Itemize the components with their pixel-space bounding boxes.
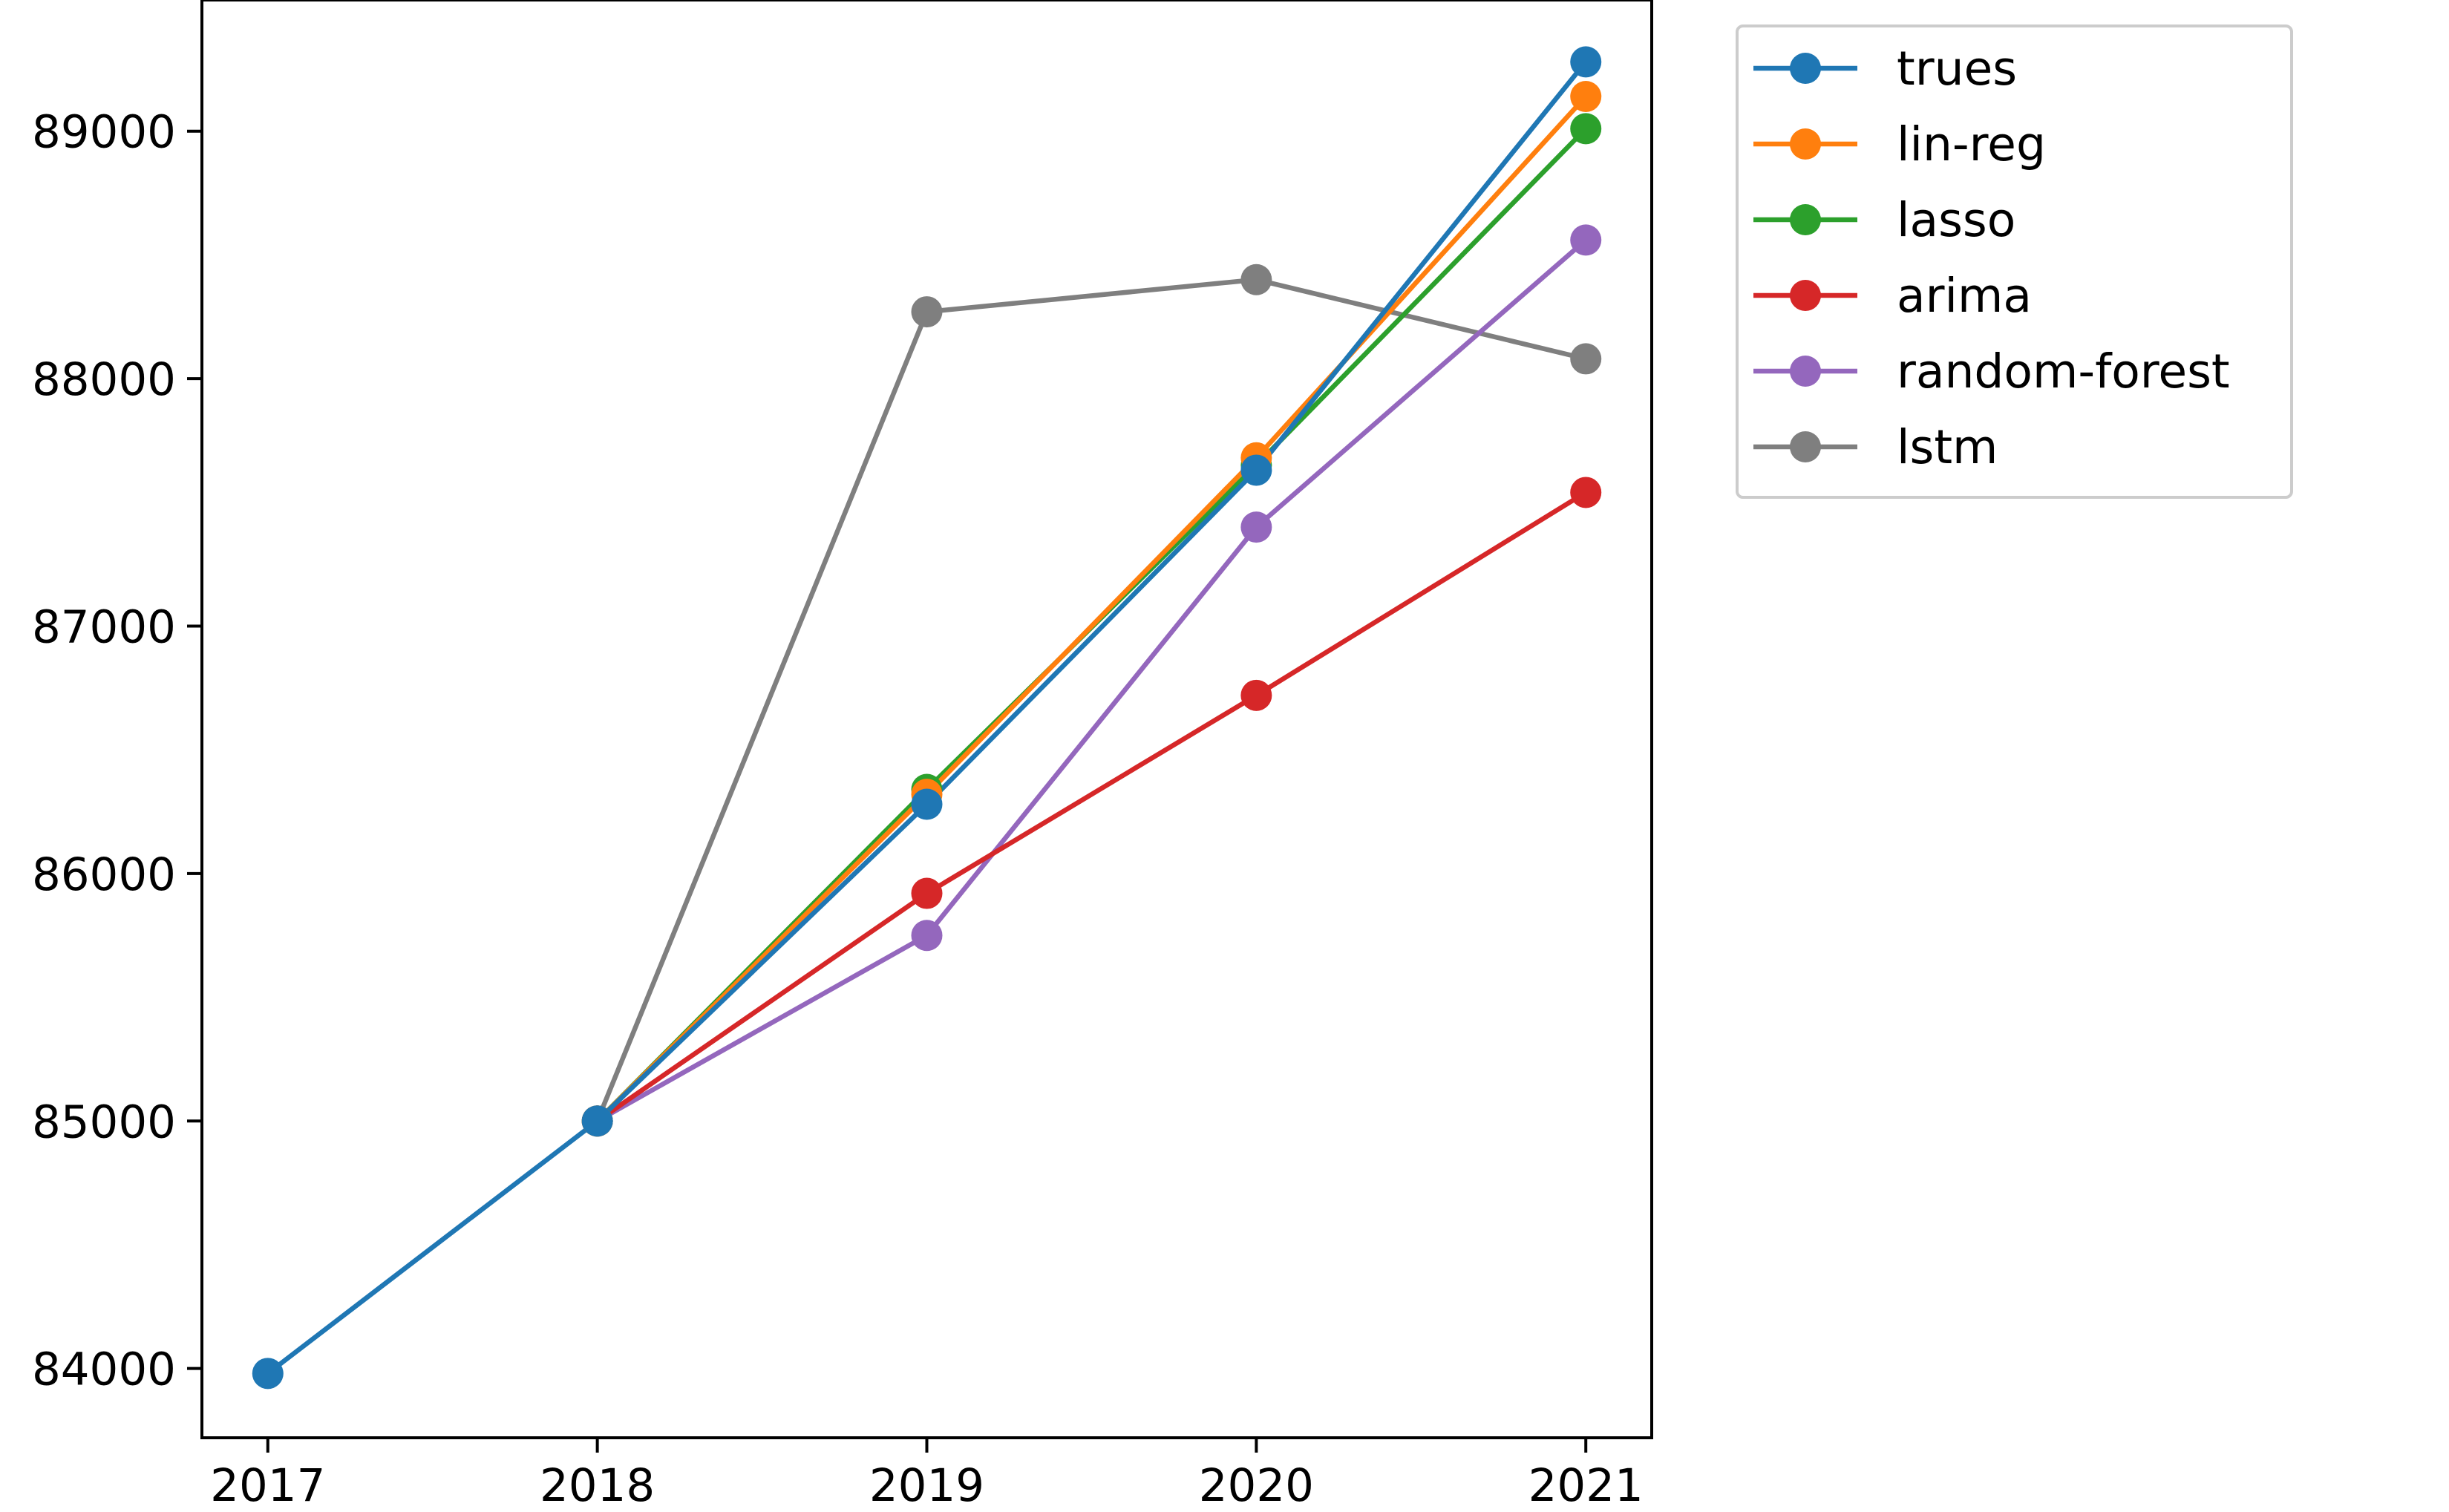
legend-marker-lasso [1790, 204, 1821, 235]
legend-label-lasso: lasso [1897, 193, 2015, 247]
x-axis: 2017 2018 2019 2020 2021 [210, 1438, 1644, 1512]
data-point-lstm [911, 296, 943, 328]
data-point-lasso [1570, 113, 1602, 145]
x-tick-label: 2019 [869, 1459, 984, 1512]
data-point-trues [1240, 454, 1272, 486]
legend-label-lstm: lstm [1897, 420, 1998, 474]
data-point-lin-reg [1570, 81, 1602, 113]
y-tick-label: 88000 [32, 353, 176, 406]
data-point-trues [1570, 46, 1602, 78]
data-point-random-forest [1240, 511, 1272, 543]
legend-label-arima: arima [1897, 269, 2032, 323]
series-line-lin-reg [595, 94, 1588, 1123]
legend-entry-random-forest: random-forest [1753, 344, 2230, 399]
data-point-arima [911, 877, 943, 909]
legend-marker-lstm [1790, 431, 1821, 462]
data-point-trues [252, 1358, 284, 1390]
legend-entry-arima: arima [1753, 269, 2032, 323]
data-point-lstm [1570, 343, 1602, 375]
y-tick-label: 86000 [32, 848, 176, 901]
legend-entry-lstm: lstm [1753, 420, 1998, 474]
legend-label-random-forest: random-forest [1897, 344, 2230, 399]
legend-marker-random-forest [1790, 356, 1821, 387]
y-tick-label: 89000 [32, 106, 176, 159]
legend-marker-arima [1790, 280, 1821, 311]
data-point-arima [1240, 679, 1272, 711]
data-point-lstm [1240, 264, 1272, 295]
data-point-arima [1570, 477, 1602, 508]
series-line-random-forest [596, 238, 1588, 1124]
x-tick-label: 2018 [540, 1459, 655, 1512]
legend-frame [1736, 24, 2293, 499]
data-point-trues [581, 1105, 613, 1137]
series-lines [266, 60, 1588, 1375]
x-tick-label: 2021 [1528, 1459, 1644, 1512]
data-point-random-forest [911, 920, 943, 952]
series-markers [252, 46, 1602, 1390]
y-tick-label: 84000 [32, 1344, 176, 1396]
legend-entry-lin-reg: lin-reg [1753, 117, 2046, 171]
data-point-random-forest [1570, 224, 1602, 256]
x-tick-label: 2017 [210, 1459, 325, 1512]
y-tick-label: 85000 [32, 1096, 176, 1148]
legend-marker-lin-reg [1790, 128, 1821, 160]
y-axis: 84000 85000 86000 87000 88000 89000 [32, 106, 202, 1396]
legend-marker-trues [1790, 53, 1821, 84]
legend-entry-lasso: lasso [1753, 193, 2015, 247]
series-line-arima [595, 490, 1587, 1123]
legend-entry-trues: trues [1753, 42, 2017, 96]
series-line-lstm [595, 277, 1586, 1122]
y-tick-label: 87000 [32, 600, 176, 653]
legend-label-trues: trues [1897, 42, 2017, 96]
plot-area-frame [200, 0, 1653, 1439]
legend: trues lin-reg lasso arima random-forest lstm [1736, 24, 2293, 499]
x-tick-label: 2020 [1199, 1459, 1314, 1512]
data-point-trues [911, 788, 943, 820]
series-line-trues [266, 60, 1588, 1375]
legend-label-lin-reg: lin-reg [1897, 117, 2046, 171]
